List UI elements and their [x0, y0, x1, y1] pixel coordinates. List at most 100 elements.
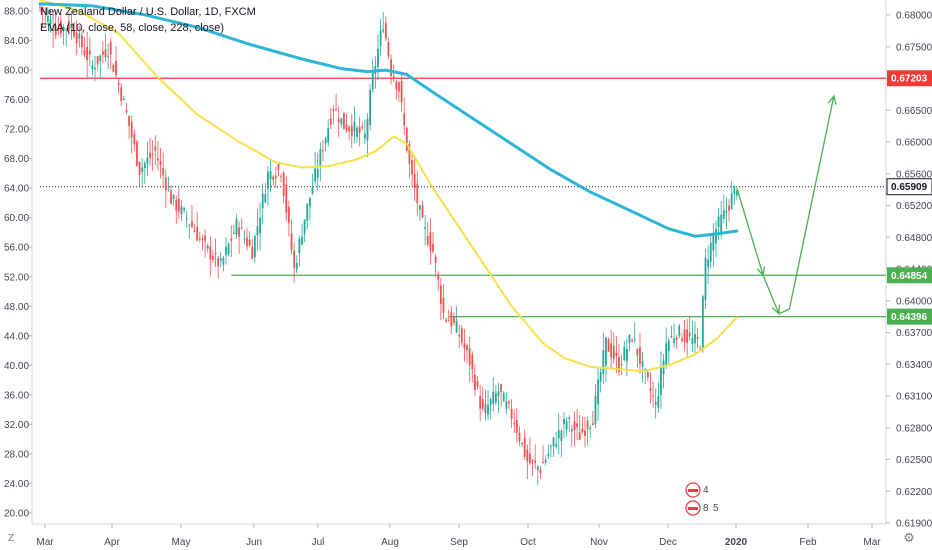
candle-body [570, 429, 573, 432]
candle-body [264, 194, 267, 203]
candle-body [426, 236, 429, 245]
x-tick-label: Feb [799, 537, 817, 548]
candle-body [75, 32, 78, 44]
candle-body [445, 319, 447, 321]
candle-body [363, 133, 366, 139]
candle-body [652, 395, 654, 397]
candle-body [437, 274, 440, 280]
left-tick-label: 84.00 [4, 36, 29, 47]
right-tick-label: 0.62800 [896, 423, 932, 434]
candle-body [146, 157, 149, 164]
x-tick-label: Apr [104, 537, 120, 548]
candle-body [466, 345, 468, 351]
candle-body [52, 29, 54, 32]
candle-body [143, 163, 146, 168]
candle-body [413, 173, 416, 189]
candle-body [691, 337, 694, 344]
candle-body [230, 238, 233, 241]
candle-body [400, 81, 403, 103]
candle-body [369, 89, 372, 125]
candle-body [591, 423, 594, 425]
candle-body [390, 59, 392, 76]
candle-body [555, 444, 558, 447]
candle-body [657, 396, 660, 408]
arrowhead-icon [756, 266, 766, 277]
candle-body [240, 227, 243, 229]
candle-body [188, 224, 191, 226]
candle-body [641, 360, 644, 367]
candle-body [392, 76, 395, 79]
candle-body [65, 29, 68, 31]
candle-body [636, 348, 639, 356]
candle-body [518, 432, 521, 442]
forecast-arrow-segment [788, 95, 835, 310]
x-tick-label: 2020 [725, 537, 748, 548]
candle-body [484, 403, 487, 414]
candle-body [476, 381, 479, 387]
candle-body [78, 33, 81, 39]
candle-body [395, 81, 398, 90]
candle-body [70, 24, 73, 29]
event-badge-count: 8 [703, 503, 709, 514]
candle-body [615, 352, 618, 356]
candle-body [301, 237, 303, 245]
candle-body [565, 421, 568, 430]
candle-body [243, 238, 246, 240]
candle-body [403, 113, 406, 126]
right-tick-label: 0.68000 [896, 11, 932, 22]
x-tick-label: Dec [659, 537, 677, 548]
candle-body [157, 158, 159, 161]
candle-body [353, 121, 356, 132]
candle-body [681, 338, 683, 342]
price-tag-label: 0.64396 [891, 312, 928, 323]
candle-body [500, 384, 503, 393]
candle-body [196, 226, 199, 241]
candle-body [416, 183, 419, 204]
left-tick-label: 44.00 [4, 331, 29, 342]
candle-body [361, 126, 364, 128]
price-tag-support [887, 308, 932, 325]
candle-body [337, 119, 340, 123]
candle-body [83, 50, 86, 56]
candle-body [589, 427, 592, 429]
candles-group [39, 4, 738, 486]
candle-body [319, 149, 322, 167]
candle-body [536, 466, 539, 471]
gear-icon[interactable]: ⚙ [903, 530, 915, 545]
candle-body [513, 423, 516, 425]
candle-body [489, 398, 492, 406]
candle-body [683, 329, 686, 342]
candle-body [709, 242, 712, 262]
indicator-label[interactable]: EMA (10, close, 58, close, 228, close) [40, 22, 225, 34]
candle-body [94, 67, 96, 69]
timezone-label[interactable]: Z [8, 533, 15, 544]
candle-body [398, 82, 400, 92]
candle-body [130, 121, 133, 138]
candle-body [269, 171, 272, 180]
candle-body [631, 340, 634, 342]
candle-body [167, 188, 170, 190]
candle-body [481, 399, 484, 409]
event-badges: 4 8 5 [685, 482, 719, 516]
x-tick-label: Mar [863, 537, 881, 548]
x-tick-label: Jul [312, 537, 325, 548]
candle-body [204, 235, 206, 241]
candle-body [494, 392, 497, 403]
x-tick-label: Aug [381, 537, 399, 548]
right-tick-label: 0.63700 [896, 328, 932, 339]
candle-body [665, 343, 668, 365]
candle-body [550, 445, 552, 447]
left-tick-label: 36.00 [4, 390, 29, 401]
left-tick-label: 64.00 [4, 184, 29, 195]
candle-body [272, 176, 275, 180]
candle-body [185, 217, 188, 219]
candle-body [526, 449, 529, 462]
candle-body [686, 329, 689, 343]
candle-body [88, 50, 91, 55]
candle-body [122, 98, 125, 100]
candle-body [453, 316, 455, 323]
x-tick-label: Oct [520, 537, 536, 548]
candle-body [253, 236, 256, 258]
symbol-title[interactable]: New Zealand Dollar / U.S. Dollar, 1D, FX… [40, 6, 256, 18]
